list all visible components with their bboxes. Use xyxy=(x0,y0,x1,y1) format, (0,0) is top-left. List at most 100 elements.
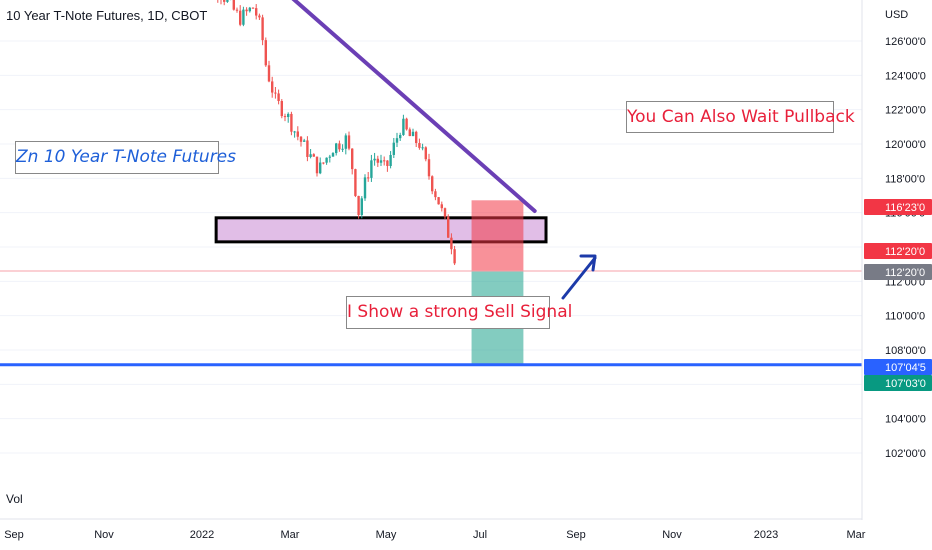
price-tag xyxy=(864,375,932,391)
candle-body xyxy=(402,118,405,135)
candle-body xyxy=(443,208,447,217)
price-tag xyxy=(864,199,932,215)
candle-body xyxy=(287,113,290,118)
candle-body xyxy=(299,136,303,142)
candle-body xyxy=(277,93,280,102)
candle-body xyxy=(408,129,412,137)
candle-body xyxy=(367,177,370,179)
candle-body xyxy=(293,131,296,133)
candle-body xyxy=(319,162,322,174)
candle-body xyxy=(440,204,444,209)
price-tag xyxy=(864,243,932,259)
candle-body xyxy=(271,81,274,93)
candle-body xyxy=(303,140,306,142)
candle-body xyxy=(405,118,408,130)
price-tag-label: 112'20'0 xyxy=(885,246,925,258)
price-tags: 116'23'0 112'20'0 112'20'0 107'04'5 107'03'0 xyxy=(864,199,932,391)
candle-body xyxy=(421,147,424,149)
candle-body xyxy=(360,198,364,216)
candle-body xyxy=(379,160,383,163)
candle-body xyxy=(411,131,415,137)
y-tick-label: 124'00'0 xyxy=(885,70,926,82)
candle-body xyxy=(338,143,341,150)
candlestick-series xyxy=(217,0,456,266)
candle-body xyxy=(370,160,373,178)
x-tick-label: Sep xyxy=(4,529,24,541)
y-tick-label: 118'00'0 xyxy=(885,173,925,185)
candle-body xyxy=(274,92,277,94)
candle-body xyxy=(431,176,434,192)
left-note[interactable]: Zn 10 Year T-Note Futures xyxy=(15,141,236,174)
candle-body xyxy=(418,143,421,148)
candle-body xyxy=(453,249,456,264)
candle-body xyxy=(373,158,376,161)
candle-body xyxy=(344,135,348,149)
time-axis: Sep Nov 2022 Mar May Jul Sep Nov 2023 Mar xyxy=(4,529,866,541)
top-note[interactable]: You Can Also Wait Pullback xyxy=(626,101,855,133)
candle-body xyxy=(357,195,360,216)
candle-body xyxy=(290,113,293,132)
price-axis: 102'00'0104'00'0106'00'0108'00'0110'00'0… xyxy=(885,9,926,460)
x-tick-label: Jul xyxy=(473,529,487,541)
volume-label: Vol xyxy=(6,492,23,506)
candle-body xyxy=(376,158,380,163)
candle-body xyxy=(296,131,300,137)
price-tag xyxy=(864,264,932,280)
currency-label: USD xyxy=(885,9,908,21)
candle-body xyxy=(223,0,226,2)
candle-body xyxy=(251,7,255,9)
y-tick-label: 122'00'0 xyxy=(885,105,926,117)
candle-body xyxy=(383,160,386,162)
candle-body xyxy=(450,237,453,250)
candle-body xyxy=(255,8,258,16)
candle-body xyxy=(341,148,344,150)
candle-body xyxy=(232,0,236,10)
arrow-annotation xyxy=(561,254,597,300)
candle-body xyxy=(351,148,354,170)
candle-body xyxy=(245,9,248,12)
candle-body xyxy=(315,156,319,174)
candle-body xyxy=(328,156,332,158)
price-tag-label: 107'04'5 xyxy=(885,362,926,374)
candle-body xyxy=(242,9,245,25)
y-tick-label: 104'00'0 xyxy=(885,414,926,426)
candle-body xyxy=(331,153,335,157)
candle-body xyxy=(437,197,440,205)
candle-body xyxy=(447,216,450,238)
candle-body xyxy=(267,65,271,82)
candle-body xyxy=(280,101,284,117)
x-tick-label: May xyxy=(376,529,397,541)
y-tick-label: 120'00'0 xyxy=(885,139,926,151)
candle-body xyxy=(335,143,338,154)
price-tag-label: 112'20'0 xyxy=(885,267,925,279)
x-tick-label: 2022 xyxy=(190,529,214,541)
candle-body xyxy=(258,15,261,18)
y-tick-label: 102'00'0 xyxy=(885,448,926,460)
candle-body xyxy=(392,142,396,155)
candle-body xyxy=(309,154,312,157)
candle-body xyxy=(389,154,392,167)
candle-body xyxy=(424,147,428,160)
candle-body xyxy=(239,10,242,25)
candle-body xyxy=(434,191,437,198)
candle-body xyxy=(235,9,239,11)
candle-body xyxy=(427,159,431,177)
y-tick-label: 108'00'0 xyxy=(885,345,926,357)
candle-body xyxy=(415,131,418,144)
y-tick-label: 110'00'0 xyxy=(885,311,925,323)
candle-body xyxy=(386,160,389,167)
candle-body xyxy=(363,177,367,199)
x-tick-label: Mar xyxy=(847,529,866,541)
price-tag-label: 107'03'0 xyxy=(885,378,926,390)
stop-loss-zone[interactable] xyxy=(471,200,524,272)
x-tick-label: Nov xyxy=(662,529,682,541)
downtrend-line[interactable] xyxy=(271,0,537,213)
x-tick-label: Nov xyxy=(94,529,114,541)
candle-body xyxy=(306,140,309,157)
chart-title: 10 Year T-Note Futures, 1D, CBOT xyxy=(6,8,208,23)
x-tick-label: 2023 xyxy=(754,529,778,541)
candle-body xyxy=(325,157,328,163)
signal-note[interactable]: I Show a strong Sell Signal xyxy=(346,296,572,329)
candle-body xyxy=(226,0,229,2)
